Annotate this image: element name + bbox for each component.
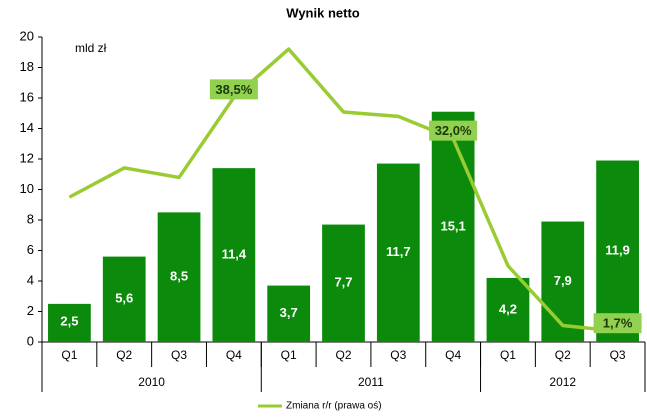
bar <box>596 160 639 342</box>
bar-value-label: 11,4 <box>222 247 247 262</box>
bar <box>376 163 420 342</box>
x-tick-label: Q4 <box>226 348 242 362</box>
x-tick-label: Q3 <box>390 348 406 362</box>
bar <box>48 303 91 342</box>
bar-value-label: 3,7 <box>280 305 298 320</box>
bar-value-label: 8,5 <box>170 269 188 284</box>
group-label: 2012 <box>549 375 576 389</box>
unit-label: mld zł <box>75 41 107 55</box>
bar-value-label: 11,7 <box>386 244 411 259</box>
bar <box>157 212 201 342</box>
line-series <box>68 47 618 333</box>
x-tick-label: Q1 <box>61 348 77 362</box>
x-tick-label: Q1 <box>500 348 516 362</box>
bar <box>486 277 530 342</box>
y-tick-label: 0 <box>27 333 34 348</box>
line-label-box <box>209 79 258 100</box>
bar-value-label: 4,2 <box>499 301 517 316</box>
bar <box>212 168 256 342</box>
line-value-label: 32,0% <box>435 123 472 138</box>
bar <box>541 221 585 342</box>
chart-title: Wynik netto <box>286 5 359 20</box>
y-tick-label: 14 <box>20 120 34 135</box>
legend-label: Zmiana r/r (prawa oś) <box>286 401 382 412</box>
y-tick-label: 2 <box>27 303 34 318</box>
bar-value-label: 2,5 <box>60 313 78 328</box>
line-label-box <box>429 120 478 141</box>
bar <box>322 224 365 342</box>
x-tick-label: Q1 <box>281 348 297 362</box>
x-tick-label: Q3 <box>610 348 626 362</box>
bar-value-label: 15,1 <box>440 218 465 233</box>
y-tick-label: 4 <box>27 272 34 287</box>
y-tick-label: 6 <box>27 242 34 257</box>
bar <box>102 256 146 342</box>
y-tick-label: 10 <box>20 181 34 196</box>
x-tick-label: Q2 <box>555 348 571 362</box>
x-tick-label: Q2 <box>116 348 132 362</box>
x-tick-label: Q4 <box>445 348 461 362</box>
bar <box>267 285 311 342</box>
bar-value-label: 5,6 <box>115 291 133 306</box>
line-value-label: 38,5% <box>215 82 252 97</box>
bar <box>431 111 475 342</box>
y-tick-label: 20 <box>20 28 34 43</box>
y-tick-label: 8 <box>27 211 34 226</box>
group-label: 2011 <box>358 375 384 389</box>
x-tick-label: Q3 <box>171 348 187 362</box>
y-tick-label: 16 <box>20 89 34 104</box>
y-tick-label: 12 <box>20 150 34 165</box>
line-value-label: 1,7% <box>603 316 633 331</box>
line-label-box <box>593 313 642 334</box>
x-tick-label: Q2 <box>335 348 351 362</box>
bar-value-label: 7,9 <box>554 273 572 288</box>
group-label: 2010 <box>138 375 165 389</box>
bar-value-label: 11,9 <box>605 243 630 258</box>
y-tick-label: 18 <box>20 59 34 74</box>
bar-value-label: 7,7 <box>334 275 352 290</box>
